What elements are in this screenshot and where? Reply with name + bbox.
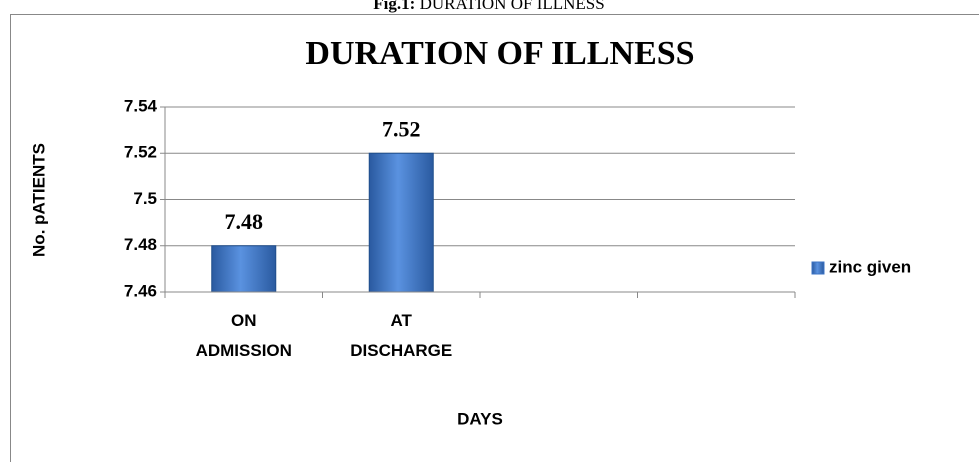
chart-title: DURATION OF ILLNESS <box>305 35 694 72</box>
y-tick-label: 7.46 <box>124 281 157 300</box>
y-tick-label: 7.48 <box>124 235 157 254</box>
data-label: 7.48 <box>225 209 264 234</box>
x-tick-label: AT DISCHARGE <box>350 311 452 360</box>
y-tick-label: 7.5 <box>133 189 157 208</box>
data-label: 7.52 <box>382 116 421 141</box>
y-tick-label: 7.52 <box>124 143 157 162</box>
x-axis-label: DAYS <box>457 409 503 428</box>
figure-caption: Fig.1: DURATION OF ILLNESS <box>373 0 604 13</box>
caption-label: Fig.1: <box>373 0 415 13</box>
chart-border <box>10 14 979 462</box>
y-axis-label: No. pATIENTS <box>29 143 48 257</box>
bar <box>211 245 277 293</box>
caption-text: DURATION OF ILLNESS <box>420 0 605 13</box>
bar <box>368 152 434 293</box>
legend-swatch <box>811 261 825 275</box>
legend-label: zinc given <box>829 257 911 276</box>
x-tick-label: ON ADMISSION <box>196 311 292 360</box>
y-tick-label: 7.54 <box>124 96 158 115</box>
